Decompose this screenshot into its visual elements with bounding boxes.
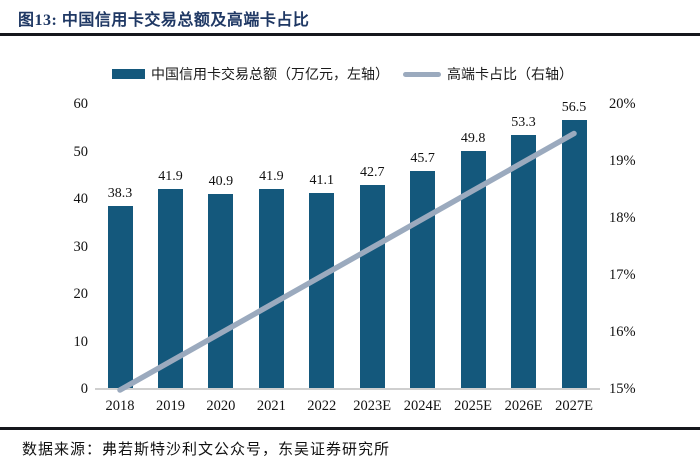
data-source-note: 数据来源：弗若斯特沙利文公众号，东吴证券研究所 <box>22 442 391 458</box>
bar-value-label: 41.9 <box>259 168 284 184</box>
bar-series-swatch <box>112 69 145 79</box>
left-axis-tick: 50 <box>73 143 89 160</box>
bar-value-label: 49.8 <box>460 131 486 147</box>
bar-value-label: 42.7 <box>359 165 385 181</box>
bar-2021 <box>258 188 284 388</box>
right-axis-tick: 19% <box>609 153 636 169</box>
legend-label: 高端卡占比（右轴） <box>447 68 573 83</box>
bar-2020 <box>208 193 234 388</box>
bar-2024E <box>410 170 436 388</box>
left-axis-tick: 60 <box>73 96 89 112</box>
left-axis-tick: 10 <box>73 333 89 350</box>
x-axis-label-2025E: 2025E <box>454 398 493 414</box>
x-axis-label-2020: 2020 <box>206 398 236 414</box>
bar-value-label: 41.9 <box>158 168 183 184</box>
footer-divider <box>0 427 700 430</box>
x-axis-label-2018: 2018 <box>105 398 135 414</box>
bar-value-label: 38.3 <box>107 186 133 202</box>
bar-2018 <box>107 206 133 388</box>
legend-item-transactions: 中国信用卡交易总额（万亿元，左轴） <box>112 64 389 84</box>
legend-item-ratio: 高端卡占比（右轴） <box>403 64 573 84</box>
right-axis-tick: 18% <box>609 210 636 226</box>
x-axis-label-2022: 2022 <box>307 398 337 414</box>
left-axis-tick: 30 <box>73 238 89 255</box>
x-axis-label-2019: 2019 <box>155 398 185 414</box>
left-axis-tick: 0 <box>80 381 88 397</box>
right-axis-tick: 17% <box>609 267 636 283</box>
bar-2026E <box>511 134 537 388</box>
line-series-swatch <box>403 71 441 77</box>
left-axis-tick: 20 <box>73 286 89 302</box>
bar-2023E <box>359 185 385 388</box>
x-axis-label-2023E: 2023E <box>353 398 392 414</box>
bar-2022 <box>309 192 335 388</box>
x-axis-label-2021: 2021 <box>256 398 286 414</box>
premium-card-ratio-line <box>117 130 577 393</box>
bar-value-label: 41.1 <box>309 172 335 188</box>
bar-2027E <box>561 119 587 388</box>
right-axis-tick: 16% <box>609 324 636 340</box>
bar-value-label: 53.3 <box>511 114 536 130</box>
x-axis-label-2027E: 2027E <box>555 398 593 414</box>
chart-legend: 中国信用卡交易总额（万亿元，左轴） 高端卡占比（右轴） <box>112 64 573 84</box>
right-axis-tick: 20% <box>609 96 636 112</box>
title-divider <box>0 33 700 36</box>
bar-value-label: 40.9 <box>208 173 234 189</box>
ratio-line-layer <box>117 130 577 393</box>
right-axis-tick: 15% <box>609 381 636 397</box>
x-axis-label-2024E: 2024E <box>403 398 442 414</box>
bar-value-label: 45.7 <box>410 150 435 166</box>
x-axis-label-2026E: 2026E <box>504 398 543 414</box>
figure-title: 图13: 中国信用卡交易总额及高端卡占比 <box>18 12 310 29</box>
bar-value-label: 56.5 <box>561 99 587 115</box>
legend-label: 中国信用卡交易总额（万亿元，左轴） <box>151 68 389 83</box>
left-axis-tick: 40 <box>73 191 89 207</box>
plot-area: 38.3 41.9 40.9 41.9 41.1 42.7 45.7 49.8 53.3 56.5 <box>95 100 600 393</box>
